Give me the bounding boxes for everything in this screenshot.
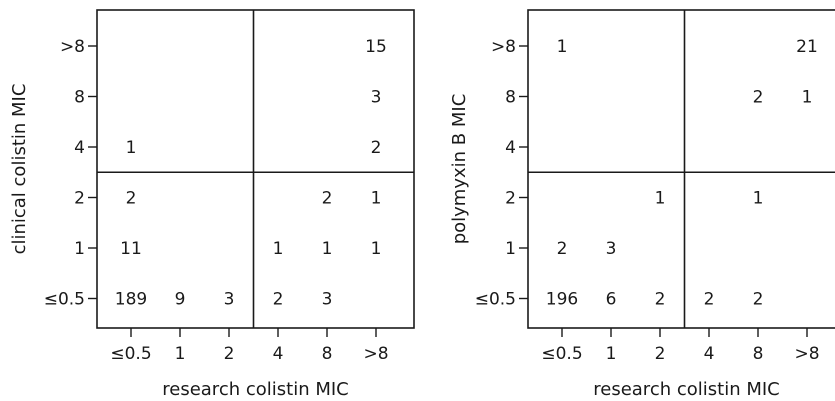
cell-count-label: 2 <box>273 290 284 310</box>
cell-count-label: 1 <box>557 37 568 57</box>
x-axis-title: research colistin MIC <box>162 379 348 400</box>
cell-count-label: 3 <box>606 239 617 259</box>
plot-frame <box>96 9 415 329</box>
x-tick-label: 4 <box>273 344 284 364</box>
y-tick-label: 4 <box>505 138 516 158</box>
x-tick-label: 8 <box>322 344 333 364</box>
cell-count-label: 2 <box>753 88 764 108</box>
cell-count-label: 2 <box>557 239 568 259</box>
x-tick-label: 2 <box>224 344 235 364</box>
cell-count-label: 1 <box>273 239 284 259</box>
y-tick-label: 4 <box>74 138 85 158</box>
y-tick-label: ≤0.5 <box>44 290 85 310</box>
cell-count-label: 21 <box>796 37 818 57</box>
cell-count-label: 3 <box>322 290 333 310</box>
x-axis-title: research colistin MIC <box>593 379 779 400</box>
y-tick-label: 2 <box>505 189 516 209</box>
cell-count-label: 1 <box>126 138 137 158</box>
panel-clinical-vs-research: ≤0.5 1 2 4 8 >8 >8 8 4 2 1 ≤0.5 research colistin MI… <box>9 9 415 400</box>
plot-frame <box>527 9 835 329</box>
x-tick-label: >8 <box>363 344 388 364</box>
x-tick-label: 1 <box>606 344 617 364</box>
cell-count-label: 15 <box>365 37 387 57</box>
cell-count-label: 1 <box>753 189 764 209</box>
cell-count-label: 6 <box>606 290 617 310</box>
cell-count-label: 196 <box>546 290 578 310</box>
y-tick-label: 8 <box>505 88 516 108</box>
y-tick-label: 8 <box>74 88 85 108</box>
y-tick-label: ≤0.5 <box>475 290 516 310</box>
x-tick-label: ≤0.5 <box>110 344 151 364</box>
cell-count-label: 2 <box>753 290 764 310</box>
cell-count-label: 11 <box>120 239 142 259</box>
cell-count-label: 1 <box>655 189 666 209</box>
y-axis-title: polymyxin B MIC <box>449 94 470 245</box>
y-tick-label: 1 <box>74 239 85 259</box>
cell-count-label: 2 <box>371 138 382 158</box>
cell-count-label: 1 <box>802 88 813 108</box>
x-tick-label: ≤0.5 <box>541 344 582 364</box>
cell-count-label: 2 <box>126 189 137 209</box>
x-tick-label: 4 <box>704 344 715 364</box>
x-tick-label: 2 <box>655 344 666 364</box>
cell-count-label: 1 <box>322 239 333 259</box>
y-axis-title: clinical colistin MIC <box>9 84 30 255</box>
y-tick-label: >8 <box>491 37 516 57</box>
cell-count-label: 9 <box>175 290 186 310</box>
cell-count-label: 2 <box>322 189 333 209</box>
cell-count-label: 189 <box>115 290 147 310</box>
y-tick-label: 2 <box>74 189 85 209</box>
cell-count-label: 2 <box>655 290 666 310</box>
cell-count-label: 2 <box>704 290 715 310</box>
x-tick-label: >8 <box>794 344 819 364</box>
x-tick-label: 1 <box>175 344 186 364</box>
y-tick-label: 1 <box>505 239 516 259</box>
cell-count-label: 1 <box>371 189 382 209</box>
cell-count-label: 1 <box>371 239 382 259</box>
cell-count-label: 3 <box>371 88 382 108</box>
y-tick-label: >8 <box>60 37 85 57</box>
x-tick-label: 8 <box>753 344 764 364</box>
cell-count-label: 3 <box>224 290 235 310</box>
